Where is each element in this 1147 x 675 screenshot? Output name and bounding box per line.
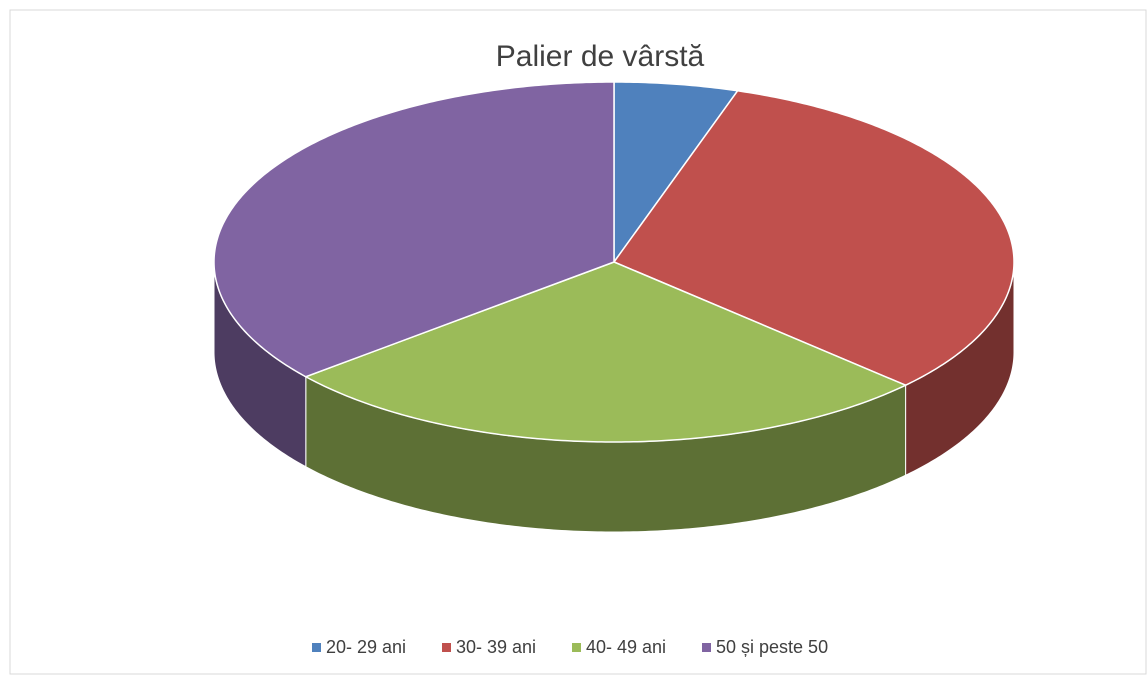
- legend-label: 30- 39 ani: [456, 637, 536, 657]
- slice: [612, 90, 1015, 387]
- legend-swatch: [312, 643, 321, 652]
- slice: [303, 261, 908, 443]
- chart-title: Palier de vârstă: [496, 40, 705, 73]
- legend-label: 50 și peste 50: [716, 637, 828, 657]
- slice: [613, 81, 739, 265]
- legend-swatch: [702, 643, 711, 652]
- legend-swatch: [442, 643, 451, 652]
- legend-label: 40- 49 ani: [586, 637, 666, 657]
- legend-label: 20- 29 ani: [326, 637, 406, 657]
- legend-swatch: [572, 643, 581, 652]
- slice: [213, 81, 615, 378]
